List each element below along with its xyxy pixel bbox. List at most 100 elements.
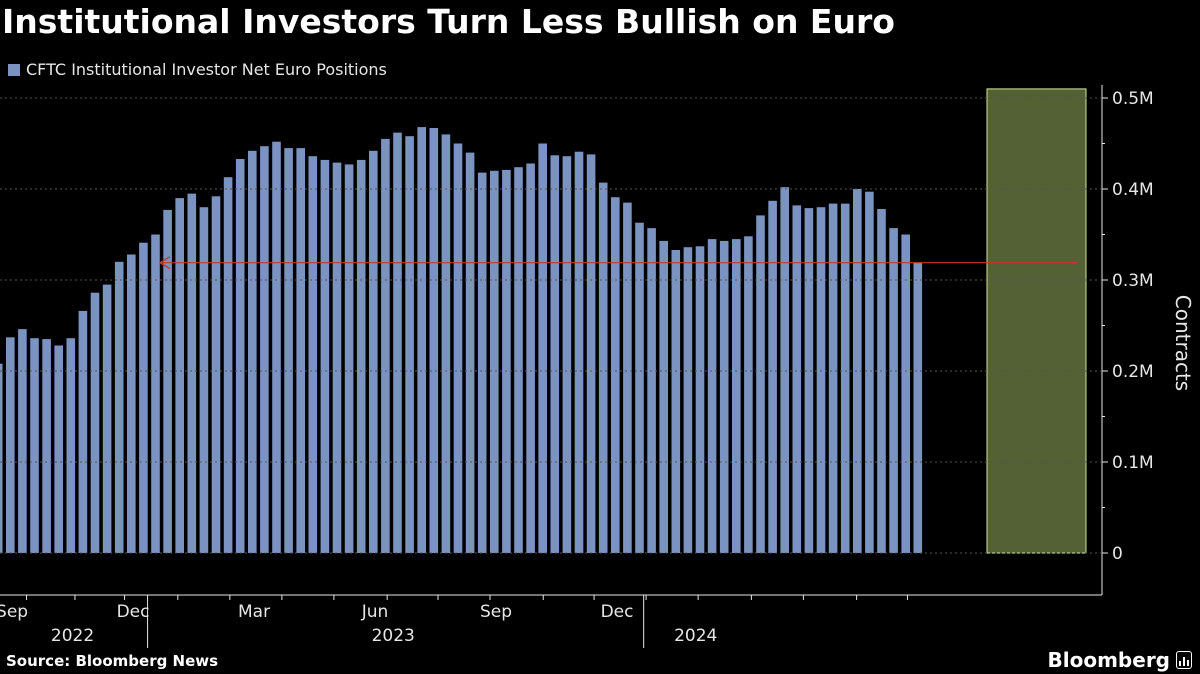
bar xyxy=(139,242,148,553)
bar xyxy=(792,205,802,553)
bar xyxy=(853,189,862,553)
bar xyxy=(369,150,378,554)
bar xyxy=(586,154,596,553)
bar xyxy=(344,164,354,553)
bar xyxy=(804,208,814,553)
bar xyxy=(780,187,789,553)
bar xyxy=(538,143,547,553)
bar xyxy=(453,143,463,553)
bar xyxy=(744,236,753,554)
source-note: Source: Bloomberg News xyxy=(6,652,219,670)
x-year-label: 2024 xyxy=(674,626,717,646)
y-tick-label: 0.2M xyxy=(1112,362,1154,382)
bar xyxy=(635,222,644,553)
bar xyxy=(465,152,475,553)
bar xyxy=(707,239,717,553)
bar xyxy=(199,207,209,553)
bar xyxy=(90,292,100,553)
bar xyxy=(562,156,572,553)
bar xyxy=(211,196,221,554)
x-month-label: Mar xyxy=(238,602,270,622)
bar xyxy=(574,151,584,553)
x-month-label: Sep xyxy=(480,602,512,622)
chart-title: Institutional Investors Turn Less Bullis… xyxy=(2,2,895,41)
bar xyxy=(756,215,765,553)
brand: Bloomberg xyxy=(1048,648,1192,672)
bar xyxy=(42,339,51,553)
bar xyxy=(732,239,741,553)
x-year-label: 2022 xyxy=(51,626,94,646)
bar xyxy=(695,246,705,554)
y-tick-label: 0.3M xyxy=(1112,271,1154,291)
bar xyxy=(356,159,366,553)
bar xyxy=(889,228,898,553)
bar xyxy=(66,338,76,553)
highlight-zone-tint xyxy=(987,88,1086,554)
bar xyxy=(490,170,499,554)
bar xyxy=(320,159,330,553)
bar xyxy=(840,203,850,553)
bar xyxy=(223,177,233,553)
bar xyxy=(151,234,160,553)
bar xyxy=(260,146,269,553)
bar xyxy=(18,329,27,553)
bar xyxy=(308,156,318,553)
bar xyxy=(54,345,63,553)
bar xyxy=(623,202,632,553)
bar xyxy=(719,240,729,553)
x-month-label: Dec xyxy=(117,602,150,622)
highlight-zone xyxy=(987,88,1086,554)
y-tick-label: 0.4M xyxy=(1112,180,1154,200)
bar xyxy=(647,228,656,553)
bar xyxy=(913,262,923,553)
bar xyxy=(405,136,414,553)
bar xyxy=(865,191,874,553)
y-tick-label: 0.5M xyxy=(1112,89,1154,109)
bar xyxy=(611,197,620,553)
bar xyxy=(102,284,112,553)
bar xyxy=(598,182,608,553)
legend-swatch xyxy=(8,63,20,76)
bar xyxy=(381,138,390,553)
y-axis-label: Contracts xyxy=(1171,295,1195,391)
bar xyxy=(332,162,342,553)
x-month-label: Dec xyxy=(601,602,634,622)
bar xyxy=(828,203,838,553)
bar xyxy=(768,200,777,554)
bar xyxy=(272,141,281,553)
bar xyxy=(6,337,15,553)
bar xyxy=(502,169,511,553)
bar xyxy=(30,338,39,553)
x-year-label: 2023 xyxy=(372,626,415,646)
bar xyxy=(877,209,886,553)
bar xyxy=(78,310,88,553)
bloomberg-logo-icon xyxy=(1176,651,1192,669)
bar xyxy=(441,134,451,553)
bar xyxy=(284,148,293,553)
legend-label: CFTC Institutional Investor Net Euro Pos… xyxy=(26,60,387,79)
bar xyxy=(296,148,305,553)
x-month-label: Sep xyxy=(0,602,28,622)
bar xyxy=(175,198,184,553)
bar xyxy=(901,234,910,553)
bar xyxy=(187,193,197,553)
bar xyxy=(417,127,426,553)
bar xyxy=(514,167,523,553)
bar xyxy=(659,240,668,553)
bar xyxy=(0,363,3,553)
y-tick-label: 0.1M xyxy=(1112,453,1154,473)
bar xyxy=(477,172,487,553)
bar xyxy=(671,250,681,553)
bar xyxy=(526,163,535,553)
brand-name: Bloomberg xyxy=(1047,648,1170,672)
x-month-label: Jun xyxy=(361,602,389,622)
y-tick-label: 0 xyxy=(1112,544,1123,564)
legend: CFTC Institutional Investor Net Euro Pos… xyxy=(8,60,387,79)
bar xyxy=(235,159,245,553)
reference-arrow-head xyxy=(158,256,171,270)
bar xyxy=(550,155,560,554)
bar xyxy=(393,132,402,553)
bar xyxy=(429,128,439,553)
bar xyxy=(248,150,257,554)
